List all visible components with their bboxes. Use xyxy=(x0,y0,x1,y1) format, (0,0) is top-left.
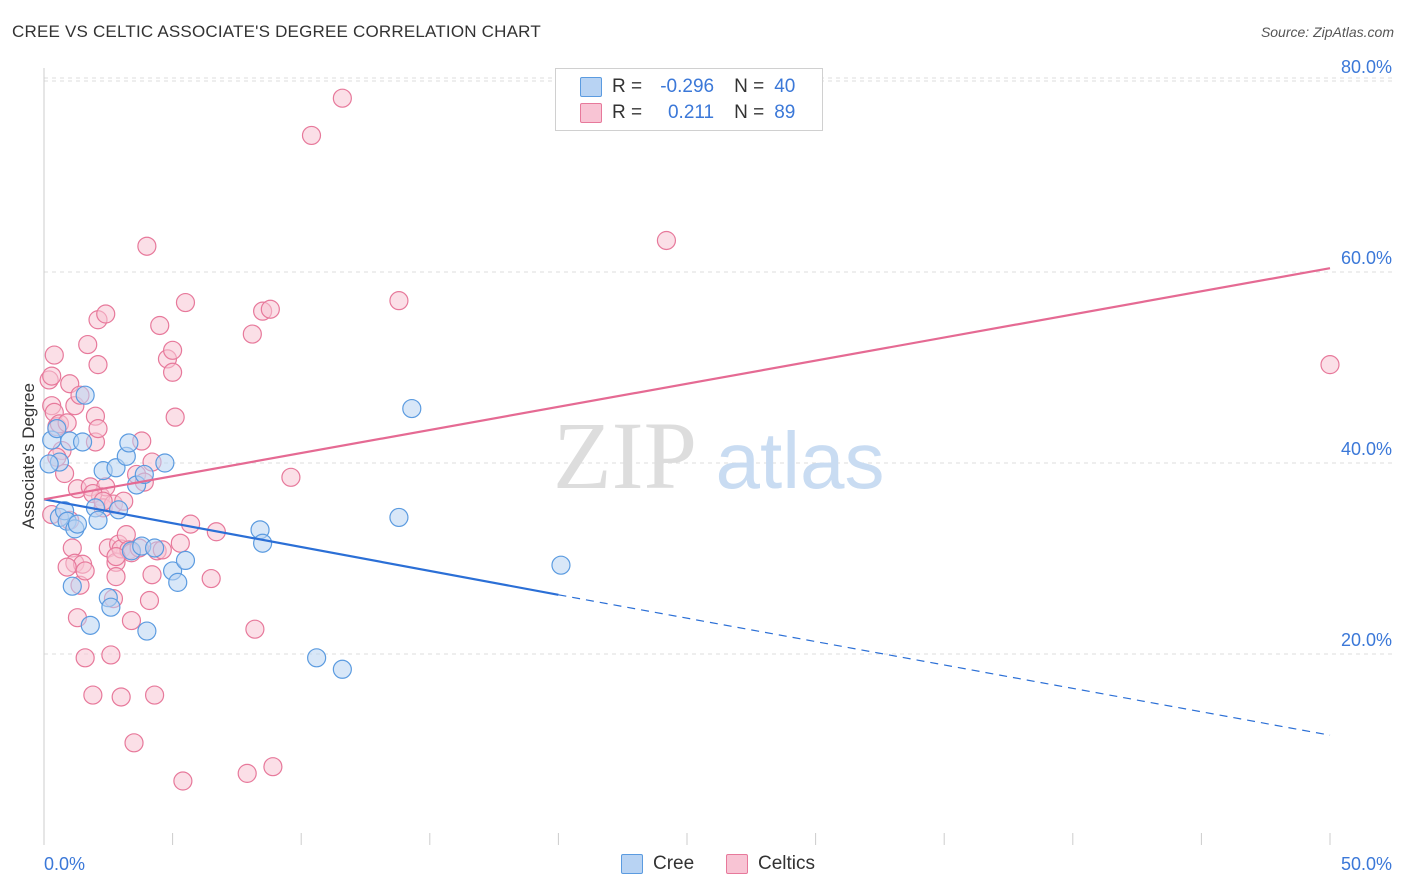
cree-point xyxy=(75,385,95,405)
y-tick-label-60: 60.0% xyxy=(1341,248,1392,268)
celtics-point xyxy=(106,567,126,587)
legend-row-cree: R = -0.296 N = 40 xyxy=(580,75,795,99)
celtics-point xyxy=(301,125,322,146)
cree-point xyxy=(108,500,129,520)
celtics-point xyxy=(263,757,283,777)
watermark-atlas: atlas xyxy=(716,416,885,505)
cree-point xyxy=(137,621,157,641)
y-tick-label-40: 40.0% xyxy=(1341,439,1392,459)
celtics-legend-label: Celtics xyxy=(758,853,816,874)
legend-row-celtics: R = 0.211 N = 89 xyxy=(580,101,795,125)
celtics-r-label: R = xyxy=(612,102,643,123)
celtics-point xyxy=(237,763,257,783)
celtics-point xyxy=(242,324,262,344)
cree-point xyxy=(80,615,100,635)
celtics-point xyxy=(139,590,160,611)
celtics-point xyxy=(332,88,352,108)
celtics-point xyxy=(260,299,280,319)
cree-point xyxy=(67,514,88,534)
celtics-point xyxy=(281,467,301,487)
y-tick-label-80: 80.0% xyxy=(1341,57,1392,77)
cree-point xyxy=(168,572,188,592)
cree-point xyxy=(332,659,352,679)
cree-legend-swatch xyxy=(621,854,643,874)
cree-point xyxy=(307,648,327,668)
celtics-point xyxy=(245,619,265,639)
celtics-point xyxy=(88,355,108,375)
celtics-point xyxy=(124,733,144,753)
celtics-point xyxy=(144,685,165,705)
cree-point xyxy=(62,576,82,596)
bottom-legend-cree[interactable]: Cree xyxy=(621,851,694,877)
celtics-legend-swatch xyxy=(726,854,748,874)
celtics-point xyxy=(165,407,185,427)
watermark-zip: ZIP xyxy=(553,402,697,509)
celtics-point xyxy=(75,561,95,581)
cree-point xyxy=(101,597,121,617)
celtics-trendline xyxy=(43,267,1331,501)
celtics-point xyxy=(181,514,201,534)
x-tick-label-max: 50.0% xyxy=(1341,854,1392,874)
cree-point xyxy=(402,398,422,419)
cree-point xyxy=(175,550,196,571)
celtics-point xyxy=(170,533,190,553)
cree-point xyxy=(88,510,108,530)
celtics-point xyxy=(201,568,221,589)
cree-point xyxy=(144,538,165,558)
celtics-point xyxy=(173,771,193,791)
celtics-point xyxy=(44,345,64,365)
celtics-n-label: N = xyxy=(734,102,765,123)
watermark: ZIP atlas xyxy=(553,402,884,509)
celtics-point xyxy=(137,236,157,256)
chart-title: CREE VS CELTIC ASSOCIATE'S DEGREE CORREL… xyxy=(12,22,541,41)
celtics-point xyxy=(163,362,183,382)
x-tick-label-min: 0.0% xyxy=(44,854,85,874)
celtics-point xyxy=(111,687,131,707)
bottom-legend-celtics[interactable]: Celtics xyxy=(726,851,815,877)
celtics-point xyxy=(42,366,62,386)
cree-swatch xyxy=(580,77,602,97)
celtics-point xyxy=(96,304,116,324)
celtics-point xyxy=(101,645,121,665)
cree-point xyxy=(72,432,93,452)
cree-trendline-extension xyxy=(558,594,1331,736)
cree-n-label: N = xyxy=(734,76,765,97)
y-tick-label-20: 20.0% xyxy=(1341,630,1392,650)
celtics-point xyxy=(150,315,170,336)
celtics-point xyxy=(75,648,95,668)
cree-point xyxy=(134,464,154,485)
celtics-r-value: 0.211 xyxy=(667,102,715,123)
celtics-point xyxy=(656,230,677,251)
celtics-point xyxy=(163,340,183,360)
stats-legend: R = -0.296 N = 40 R = 0.211 N = 89 xyxy=(555,68,823,131)
cree-legend-label: Cree xyxy=(653,853,695,874)
cree-n-value: 40 xyxy=(774,76,796,97)
cree-trendline xyxy=(43,498,559,596)
cree-r-value: -0.296 xyxy=(660,76,715,97)
cree-point xyxy=(47,419,67,439)
cree-point xyxy=(389,507,409,528)
celtics-point xyxy=(78,334,98,355)
celtics-n-value: 89 xyxy=(774,102,796,123)
celtics-point xyxy=(389,291,409,311)
celtics-point xyxy=(83,685,103,705)
celtics-point xyxy=(121,610,142,631)
cree-point xyxy=(155,453,175,473)
celtics-point xyxy=(57,557,77,577)
cree-point xyxy=(119,433,139,453)
cree-point xyxy=(39,454,59,474)
source-credit: Source: ZipAtlas.com xyxy=(1260,24,1394,40)
y-axis-label: Associate's Degree xyxy=(19,383,38,529)
celtics-point xyxy=(175,292,196,313)
celtics-point xyxy=(142,565,162,585)
celtics-point xyxy=(1320,355,1340,375)
celtics-point xyxy=(88,419,108,439)
cree-r-label: R = xyxy=(612,76,643,97)
celtics-swatch xyxy=(580,103,602,123)
cree-point xyxy=(551,555,571,575)
cree-point xyxy=(253,533,273,553)
